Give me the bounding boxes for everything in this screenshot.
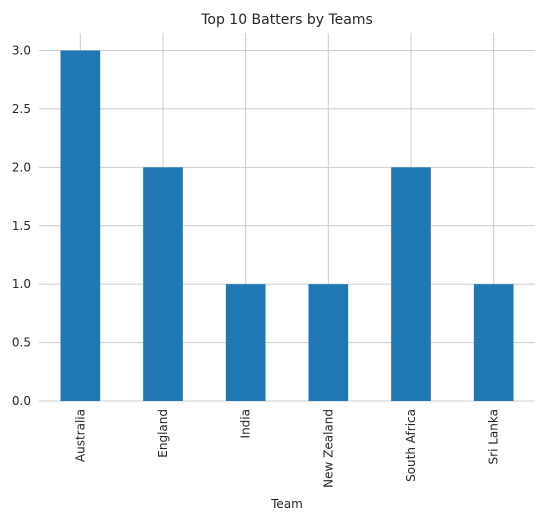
x-tick-label: England: [156, 409, 170, 458]
x-axis-label: Team: [270, 497, 303, 511]
y-tick-label: 3.0: [12, 44, 31, 58]
bar: [308, 284, 349, 401]
bar: [473, 284, 514, 401]
y-tick-label: 0.0: [12, 394, 31, 408]
bar: [225, 284, 266, 401]
y-gridlines: [39, 50, 535, 402]
chart-title: Top 10 Batters by Teams: [200, 12, 373, 28]
x-tick-label: Australia: [73, 409, 87, 462]
x-tick-label: New Zealand: [321, 409, 335, 488]
x-tick-labels: Australia England India New Zealand South Af…: [73, 409, 500, 488]
y-tick-label: 1.5: [12, 219, 31, 233]
x-tick-label: South Africa: [404, 409, 418, 482]
bar: [391, 167, 431, 401]
x-tick-label: India: [239, 409, 253, 438]
bar: [60, 50, 101, 402]
bar: [143, 167, 183, 401]
bars: [60, 50, 514, 402]
y-tick-label: 0.5: [12, 336, 31, 350]
y-tick-label: 1.0: [12, 277, 31, 291]
y-tick-label: 2.5: [12, 102, 31, 116]
y-tick-label: 2.0: [12, 160, 31, 174]
x-tick-label: Sri Lanka: [487, 409, 501, 464]
plot-area: [39, 33, 535, 401]
y-tick-labels: 0.0 0.5 1.0 1.5 2.0 2.5 3.0: [12, 44, 31, 408]
